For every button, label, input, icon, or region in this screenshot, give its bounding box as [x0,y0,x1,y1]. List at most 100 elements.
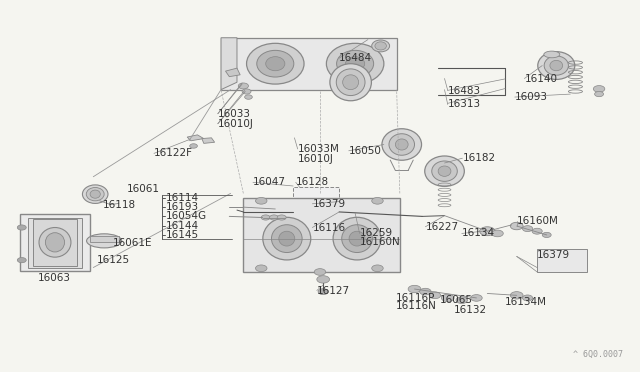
Circle shape [492,230,503,237]
Text: 16093: 16093 [515,92,548,102]
Text: ^ 6Q0.0007: ^ 6Q0.0007 [573,350,623,359]
Ellipse shape [544,56,568,75]
Polygon shape [225,68,240,77]
Ellipse shape [349,231,365,246]
Ellipse shape [346,57,365,71]
Text: 16227: 16227 [426,222,458,232]
Ellipse shape [538,52,575,80]
Ellipse shape [271,225,302,253]
Circle shape [372,265,383,272]
Ellipse shape [279,231,295,246]
Text: 16033M: 16033M [298,144,340,154]
Circle shape [261,215,270,220]
Text: 16132: 16132 [454,305,487,315]
Circle shape [317,276,330,283]
Text: 16116P: 16116P [396,293,435,303]
Text: 16140: 16140 [524,74,557,84]
Bar [20,214,90,271]
Text: 16379: 16379 [312,199,346,209]
Text: 16125: 16125 [97,255,130,265]
Polygon shape [221,38,237,90]
Circle shape [189,144,197,148]
Text: 16134M: 16134M [505,296,547,307]
Circle shape [456,297,467,304]
Circle shape [532,228,542,234]
Circle shape [17,257,26,263]
Circle shape [17,225,26,230]
Text: 16010J: 16010J [298,154,333,164]
Text: 16145: 16145 [166,230,198,240]
Text: 16116: 16116 [312,222,346,232]
Circle shape [244,95,252,99]
Bar [90,235,119,242]
Ellipse shape [425,156,465,186]
Ellipse shape [342,225,372,253]
Text: 16483: 16483 [448,87,481,96]
Ellipse shape [382,129,422,160]
Circle shape [255,198,267,204]
Text: 16050: 16050 [349,146,381,156]
Ellipse shape [90,190,100,198]
Text: 16160M: 16160M [516,216,559,226]
Circle shape [242,89,251,94]
Ellipse shape [438,166,451,176]
Ellipse shape [266,57,285,71]
Ellipse shape [326,43,384,84]
Text: 16054G: 16054G [166,211,207,221]
Circle shape [353,210,364,217]
Text: 16114: 16114 [166,193,198,203]
Ellipse shape [432,161,458,182]
Circle shape [372,198,383,204]
Text: 16063: 16063 [38,273,71,283]
Circle shape [470,295,482,301]
Bar [537,249,587,272]
Ellipse shape [389,134,415,155]
Circle shape [255,265,267,272]
Circle shape [510,292,523,299]
Circle shape [277,215,286,220]
Text: 16259: 16259 [360,228,393,238]
Circle shape [420,288,431,295]
Circle shape [269,215,278,220]
Ellipse shape [375,42,387,50]
Ellipse shape [372,40,390,52]
Polygon shape [221,38,397,90]
Text: 16134: 16134 [462,228,495,238]
Circle shape [429,292,441,299]
Text: 16118: 16118 [103,199,136,209]
Text: 16193: 16193 [166,202,198,212]
Ellipse shape [337,50,374,77]
Ellipse shape [263,217,311,260]
Text: 16065: 16065 [440,295,473,305]
Bar [28,218,83,267]
Circle shape [318,289,328,295]
Bar [243,198,400,272]
Text: 16061E: 16061E [113,238,152,248]
Text: 16127: 16127 [317,286,350,295]
Circle shape [595,92,604,97]
Polygon shape [202,138,214,143]
Text: 16128: 16128 [296,177,329,187]
Circle shape [510,222,523,230]
Circle shape [522,226,532,232]
Ellipse shape [86,187,104,201]
Text: 16379: 16379 [537,250,570,260]
Text: 16160N: 16160N [360,237,401,247]
Text: 16010J: 16010J [218,119,253,129]
Ellipse shape [342,75,358,90]
Text: 16047: 16047 [253,177,286,187]
Ellipse shape [330,64,371,101]
Text: 16484: 16484 [339,53,372,63]
Circle shape [542,232,551,237]
Text: 16116N: 16116N [396,301,436,311]
Ellipse shape [45,233,65,252]
Ellipse shape [257,50,294,77]
Ellipse shape [86,234,122,248]
Text: 16182: 16182 [463,153,495,163]
Circle shape [442,294,454,302]
Bar [293,187,339,218]
Circle shape [593,86,605,92]
Text: 16033: 16033 [218,109,251,119]
Circle shape [522,295,532,301]
Circle shape [238,83,248,89]
